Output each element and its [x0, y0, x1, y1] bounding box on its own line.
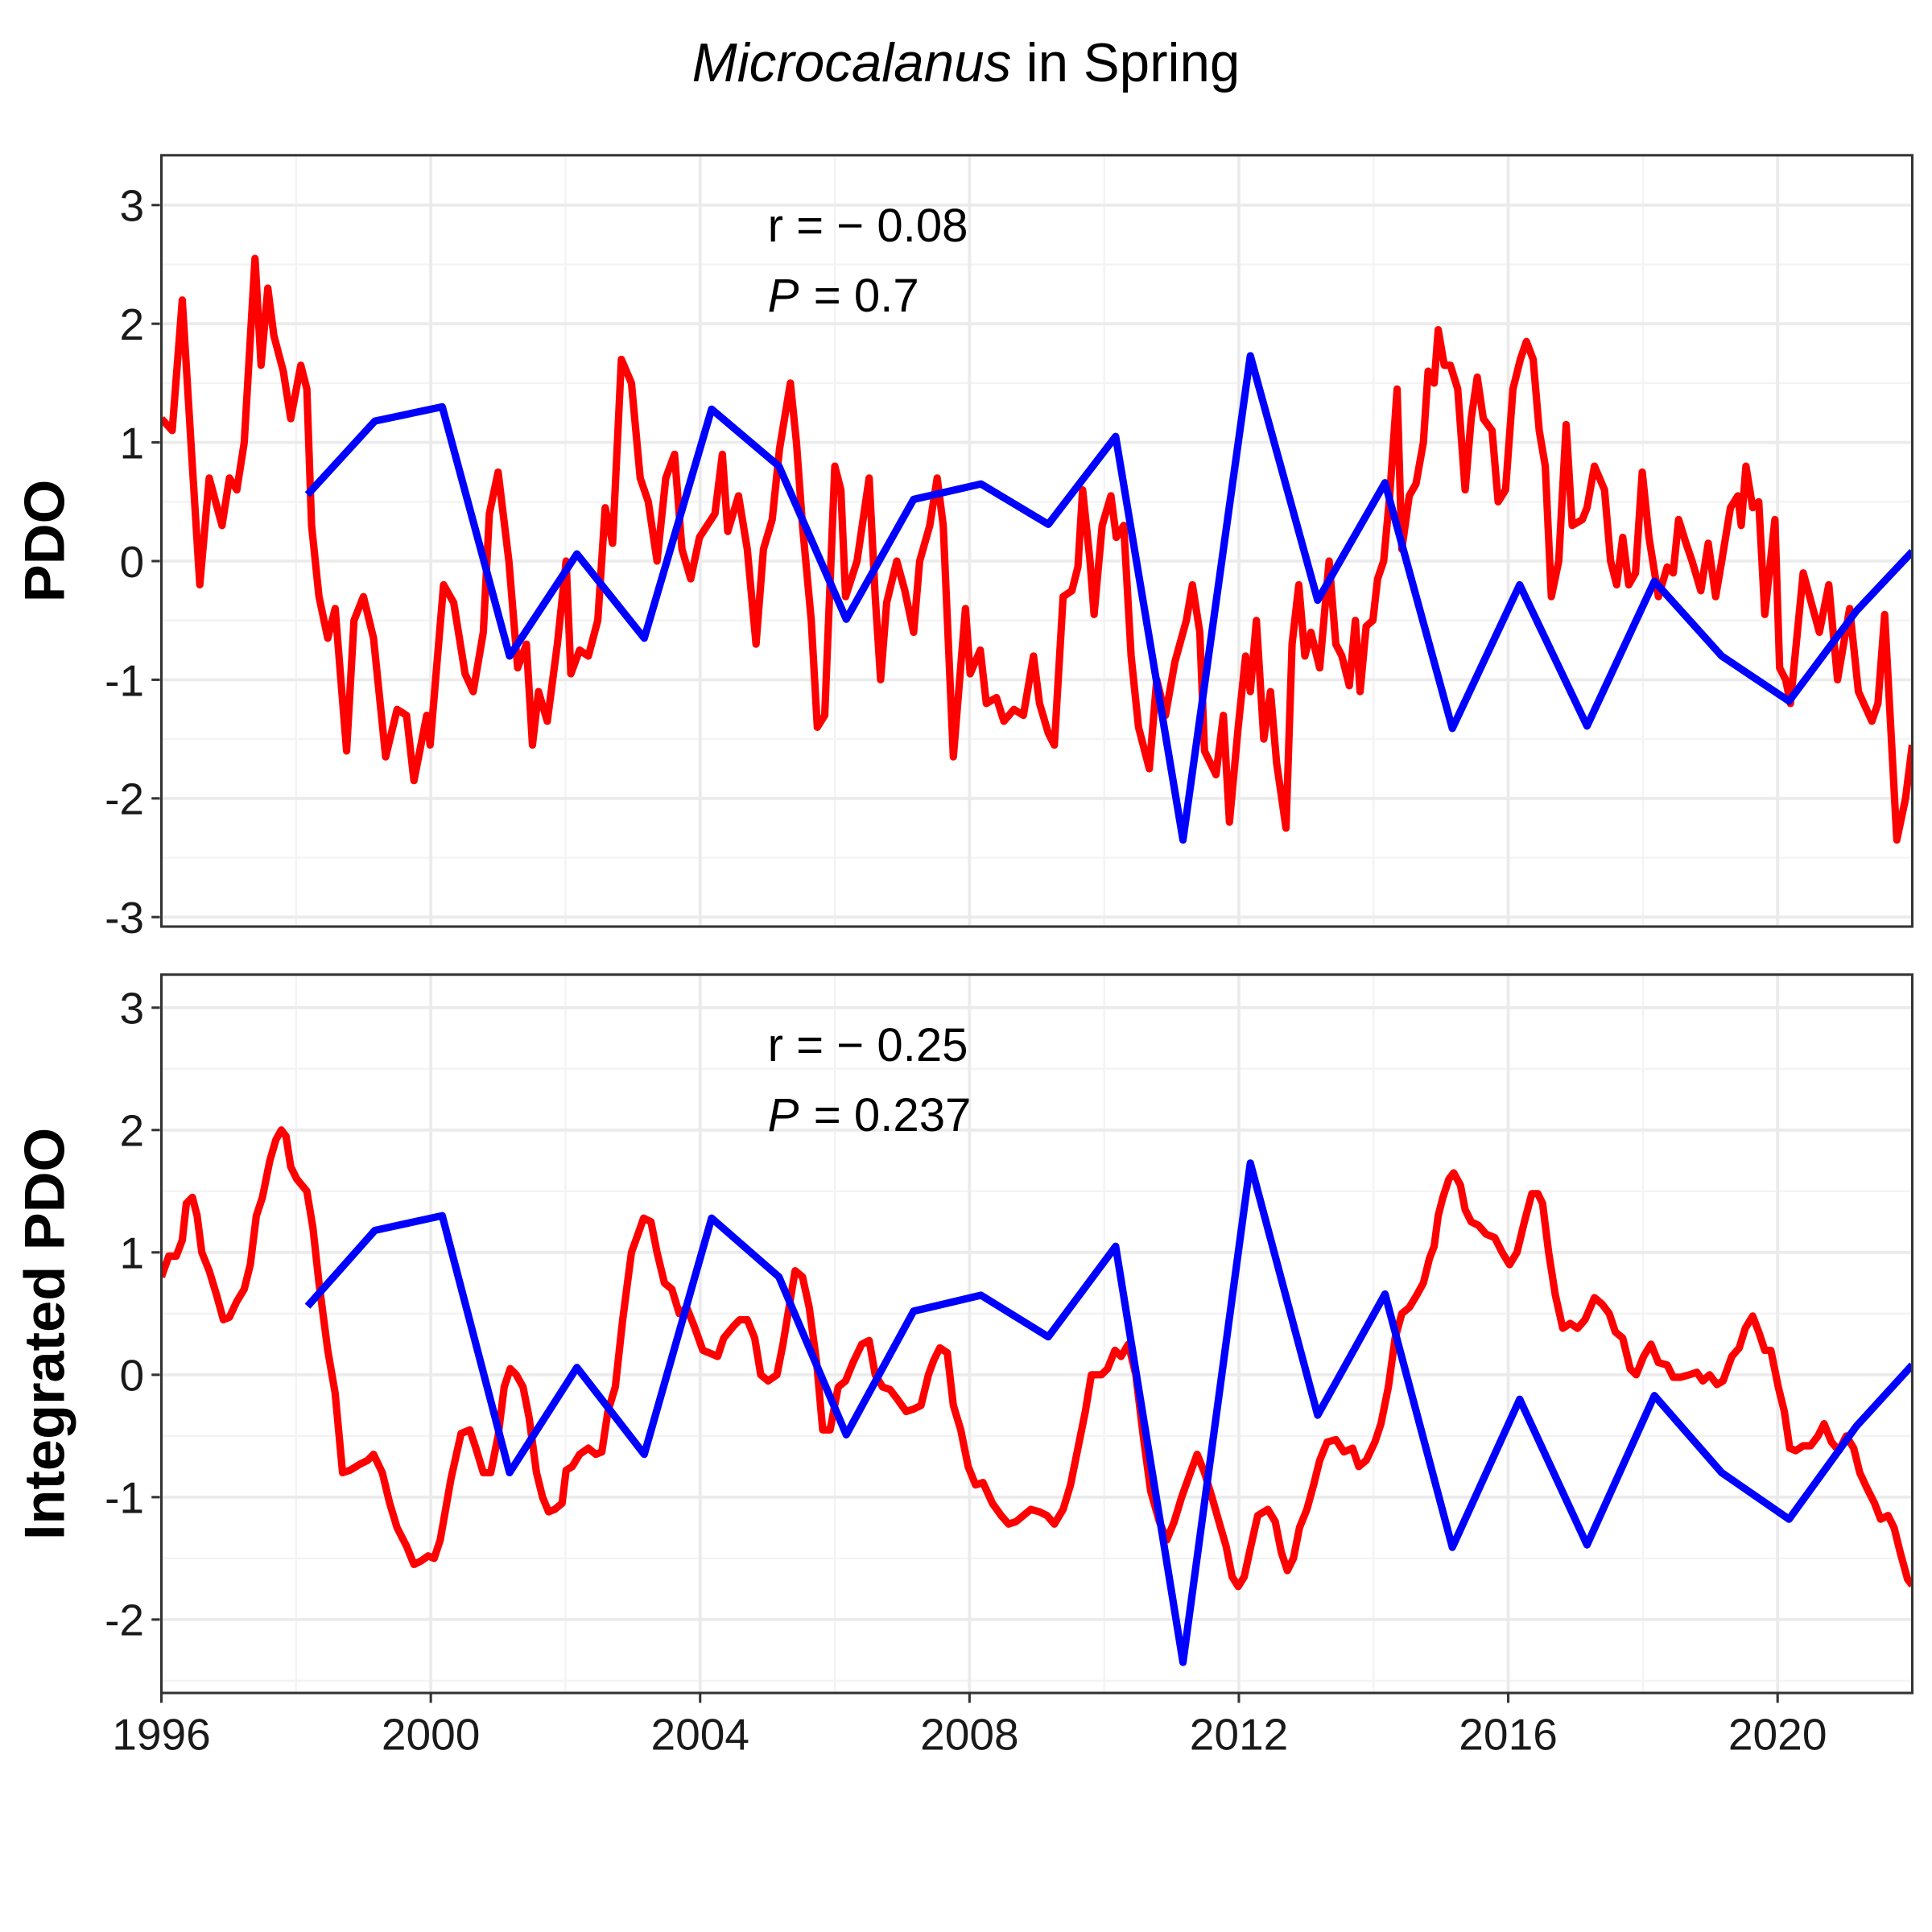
- y-tick-label: -1: [105, 655, 144, 705]
- y-tick-label: 2: [119, 299, 144, 349]
- annotation: r = − 0.08: [768, 200, 968, 252]
- y-tick-label: 3: [119, 984, 144, 1034]
- annotation-text: = 0.7: [814, 270, 919, 322]
- annotation-text: = 0.237: [814, 1089, 972, 1141]
- y-tick-label: -2: [105, 774, 144, 824]
- panel-border: [159, 154, 1914, 928]
- annotation-italic: P: [768, 270, 799, 322]
- annotation-text: r = − 0.08: [768, 200, 968, 252]
- y-tick-label: -2: [105, 1596, 144, 1645]
- annotation-italic: P: [768, 1089, 799, 1141]
- x-tick-label: 2004: [650, 1709, 749, 1759]
- y-tick-label: -3: [105, 893, 144, 943]
- data-line: [161, 254, 1913, 844]
- panel-border: [159, 973, 1914, 1695]
- x-tick-label: 1996: [112, 1709, 211, 1759]
- x-tick-label: 2012: [1190, 1709, 1289, 1759]
- annotation-text: r = − 0.25: [768, 1019, 968, 1071]
- y-axis-title: PDO: [13, 480, 76, 603]
- y-tick-label: 2: [119, 1106, 144, 1156]
- x-tick-label: 2000: [382, 1709, 481, 1759]
- plot-layer: -3 -2 -1 0 1 2 3 PDO r = − 0.08 P = 0.7 -2 -1 0 1 2 3 199…: [13, 154, 1914, 1759]
- annotation: r = − 0.25: [768, 1019, 968, 1071]
- y-tick-label: -1: [105, 1473, 144, 1523]
- data-line: [304, 1159, 1913, 1666]
- figure-title: Microcalanus in Spring: [692, 33, 1241, 93]
- y-tick-label: 1: [119, 418, 144, 468]
- data-line: [161, 1126, 1913, 1591]
- x-tick-label: 2016: [1459, 1709, 1558, 1759]
- y-tick-label: 3: [119, 181, 144, 231]
- x-tick-label: 2020: [1728, 1709, 1827, 1759]
- y-axis-title: Integrated PDO: [13, 1128, 76, 1540]
- y-tick-label: 0: [119, 537, 144, 587]
- annotation: P = 0.237: [768, 1089, 972, 1141]
- y-tick-label: 0: [119, 1351, 144, 1401]
- title-rest: in Spring: [1026, 33, 1241, 93]
- data-line: [304, 352, 1913, 844]
- y-tick-label: 1: [119, 1228, 144, 1278]
- title-italic: Microcalanus: [692, 33, 1012, 93]
- annotation: P = 0.7: [768, 270, 919, 322]
- x-tick-label: 2008: [920, 1709, 1019, 1759]
